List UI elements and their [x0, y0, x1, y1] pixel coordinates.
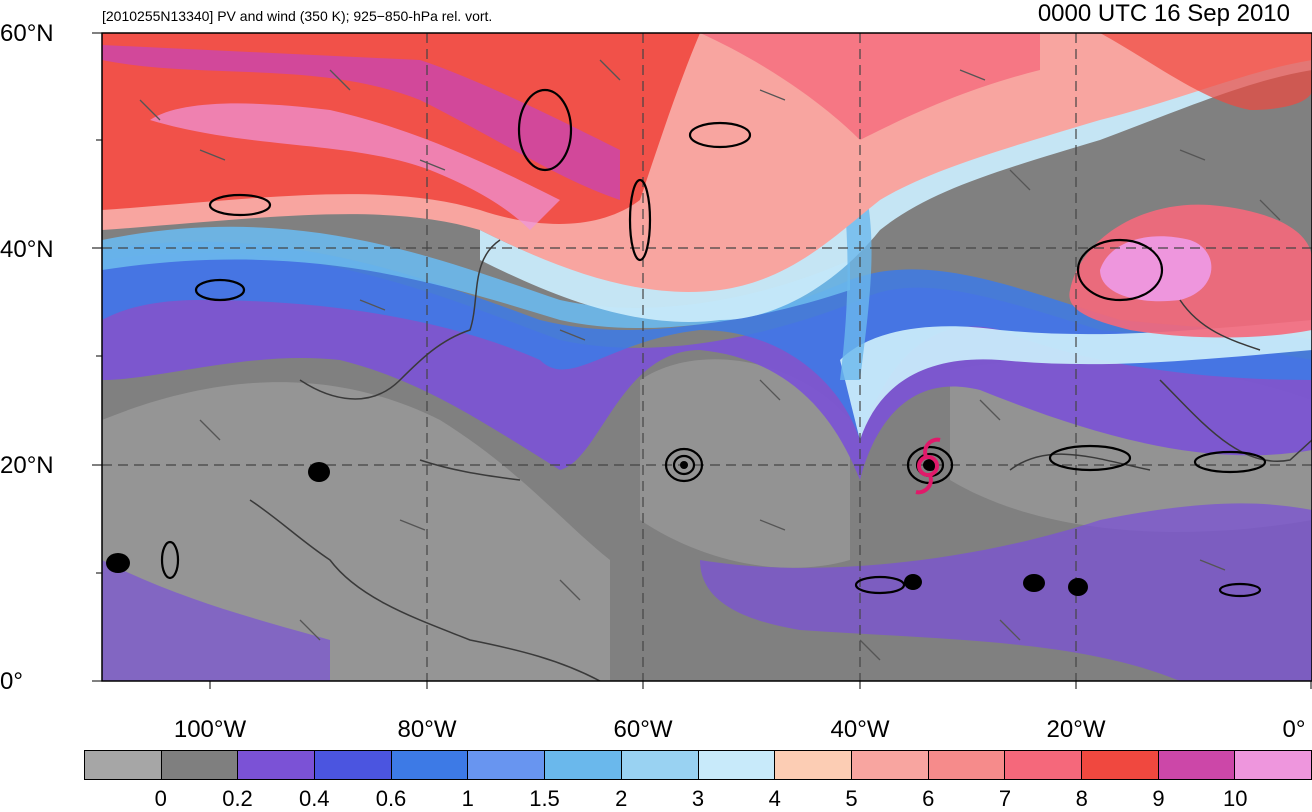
colorbar-swatch	[621, 751, 699, 779]
lon-label-0: 0°	[1282, 716, 1306, 743]
map-canvas	[92, 32, 1312, 689]
colorbar-swatch	[1158, 751, 1236, 779]
colorbar-label: 10	[1223, 786, 1248, 811]
map-subtitle: [2010255N13340] PV and wind (350 K); 925…	[102, 8, 493, 24]
lon-label-100w: 100°W	[173, 716, 247, 743]
colorbar-swatch	[391, 751, 469, 779]
colorbar-swatch	[1235, 751, 1311, 779]
lon-label-80w: 80°W	[397, 716, 457, 743]
colorbar-swatch	[1081, 751, 1159, 779]
colorbar-label: 1.5	[529, 786, 560, 811]
colorbar	[84, 750, 1312, 780]
colorbar-swatch	[315, 751, 392, 779]
vorticity-contours	[160, 88, 1267, 598]
map-valid-time: 0000 UTC 16 Sep 2010	[1037, 0, 1290, 27]
coastlines	[249, 239, 1312, 681]
colorbar-label: 9	[1152, 786, 1165, 811]
colorbar-label: 5	[845, 786, 858, 811]
colorbar-swatch	[698, 751, 776, 779]
wind-barbs	[139, 59, 1281, 661]
lon-label-20w: 20°W	[1046, 716, 1106, 743]
axis-ticks	[92, 32, 1312, 689]
lon-label-60w: 60°W	[613, 716, 673, 743]
colorbar-swatch	[928, 751, 1006, 779]
lat-lon-grid	[102, 33, 1312, 681]
colorbar-label: 0.2	[222, 786, 253, 811]
lat-label-0: 0°	[0, 668, 23, 695]
lon-label-40w: 40°W	[830, 716, 890, 743]
lat-label-40n: 40°N	[0, 236, 54, 263]
colorbar-swatch	[775, 751, 852, 779]
colorbar-label: 2	[615, 786, 628, 811]
lat-label-60n: 60°N	[0, 20, 54, 47]
colorbar-label: 1	[461, 786, 474, 811]
colorbar-swatch	[545, 751, 622, 779]
colorbar-label: 6	[922, 786, 935, 811]
colorbar-swatch	[238, 751, 316, 779]
colorbar-label: 0.6	[375, 786, 407, 811]
colorbar-label: 0.4	[298, 786, 330, 811]
colorbar-label: 0	[154, 786, 167, 811]
colorbar-label: 7	[998, 786, 1012, 811]
colorbar-swatch	[85, 751, 162, 779]
lat-label-20n: 20°N	[0, 452, 54, 479]
colorbar-swatch	[1005, 751, 1082, 779]
colorbar-label: 4	[768, 786, 781, 811]
vorticity-maxima	[106, 459, 1088, 596]
colorbar-swatch	[161, 751, 239, 779]
hurricane-icon	[915, 437, 941, 495]
map-frame	[101, 32, 1312, 682]
colorbar-swatch	[468, 751, 546, 779]
colorbar-swatch	[851, 751, 929, 779]
colorbar-label: 3	[691, 786, 705, 811]
colorbar-label: 8	[1075, 786, 1088, 811]
